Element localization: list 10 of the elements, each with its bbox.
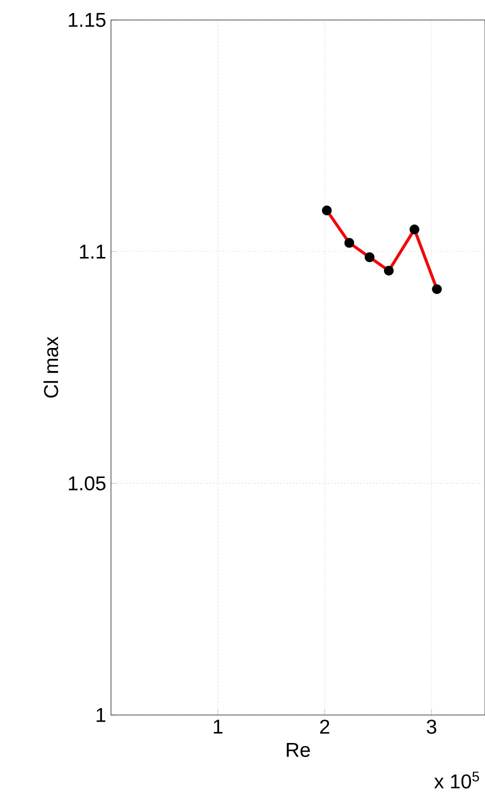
x-tick-label: 1 — [214, 720, 222, 734]
y-axis-title: Cl max — [44, 336, 58, 398]
x-tick-label: 3 — [426, 720, 436, 734]
y-tick-label: 1.1 — [80, 244, 106, 259]
y-tick-label: 1.05 — [68, 476, 106, 490]
x-tick-label: 2 — [320, 720, 330, 734]
x-axis-title: Re — [286, 743, 310, 757]
y-tick-label: 1.15 — [68, 13, 106, 27]
text: x 10$^{5}$ — [434, 772, 480, 788]
y-tick-label: 1 — [96, 708, 106, 722]
